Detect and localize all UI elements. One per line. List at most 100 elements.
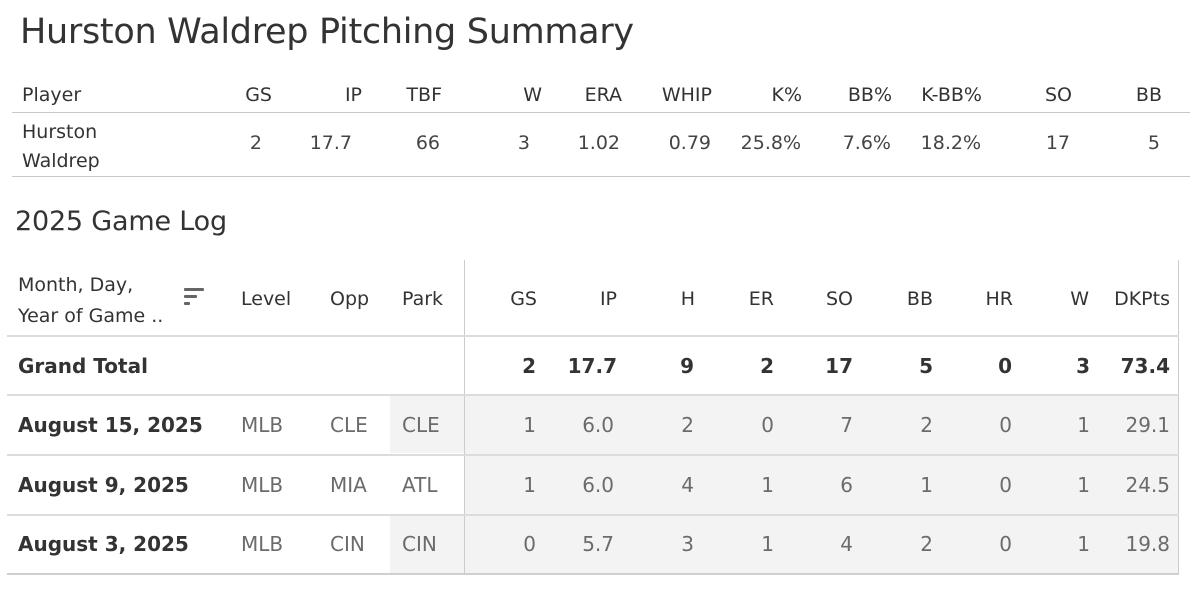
game-er: 1	[761, 473, 774, 497]
summary-so: 17	[1045, 132, 1070, 154]
total-bb: 5	[919, 354, 933, 378]
total-h: 9	[680, 354, 694, 378]
header-so[interactable]: SO	[1044, 84, 1072, 106]
header-date-line2: Year of Game ..	[18, 305, 164, 327]
player-first-name: Hurston	[22, 121, 98, 143]
right-border	[1178, 260, 1179, 575]
header-w[interactable]: W	[1070, 288, 1089, 310]
header-ip[interactable]: IP	[599, 288, 617, 310]
game-so: 4	[840, 532, 853, 556]
game-gs: 1	[523, 413, 536, 437]
header-dkpts[interactable]: DKPts	[1114, 288, 1170, 310]
header-hr[interactable]: HR	[985, 288, 1014, 310]
game-hr: 0	[999, 413, 1012, 437]
game-park: CLE	[402, 413, 440, 437]
game-level: MLB	[241, 473, 284, 497]
header-date-line1: Month, Day,	[18, 274, 134, 296]
summary-w: 3	[517, 132, 530, 154]
player-name-cell: Hurston Waldrep	[22, 118, 132, 176]
game-w: 1	[1077, 473, 1090, 497]
measures-shade	[465, 396, 1179, 573]
game-gs: 1	[523, 473, 536, 497]
game-date: August 9, 2025	[18, 473, 189, 497]
header-era[interactable]: ERA	[584, 84, 622, 106]
header-bb[interactable]: BB	[906, 288, 933, 310]
summary-bb: 5	[1147, 132, 1160, 154]
row-divider	[7, 454, 1179, 456]
header-so[interactable]: SO	[825, 288, 853, 310]
game-ip: 6.0	[582, 473, 614, 497]
header-gs[interactable]: GS	[510, 288, 537, 310]
table-bottom-border	[7, 573, 1179, 575]
game-date: August 15, 2025	[18, 413, 203, 437]
header-player[interactable]: Player	[22, 84, 82, 106]
game-opp: MIA	[330, 473, 367, 497]
game-dkpts: 29.1	[1125, 413, 1170, 437]
page-title: Hurston Waldrep Pitching Summary	[20, 12, 634, 52]
game-gs: 0	[523, 532, 536, 556]
summary-k-pct: 25.8%	[740, 132, 801, 154]
total-w: 3	[1076, 354, 1090, 378]
game-bb: 1	[920, 473, 933, 497]
summary-table: Player GS IP TBF W ERA WHIP K% BB% K-BB%…	[12, 78, 1190, 177]
header-level[interactable]: Level	[241, 288, 292, 310]
row-divider	[7, 514, 1179, 516]
park-cell-shade	[390, 515, 465, 573]
header-h[interactable]: H	[680, 288, 695, 310]
game-dkpts: 19.8	[1125, 532, 1170, 556]
summary-k-bb-pct: 18.2%	[920, 132, 981, 154]
total-gs: 2	[522, 354, 536, 378]
summary-bottom-border	[12, 176, 1190, 177]
row-divider	[7, 335, 1179, 337]
header-date[interactable]: Month, Day, Year of Game ..	[18, 270, 163, 332]
header-bb[interactable]: BB	[1135, 84, 1162, 106]
header-w[interactable]: W	[523, 84, 542, 106]
player-last-name: Waldrep	[22, 150, 100, 172]
game-date: August 3, 2025	[18, 532, 189, 556]
game-log-title: 2025 Game Log	[15, 206, 227, 237]
game-hr: 0	[999, 532, 1012, 556]
game-w: 1	[1077, 532, 1090, 556]
header-gs[interactable]: GS	[245, 84, 272, 106]
game-so: 6	[840, 473, 853, 497]
summary-whip: 0.79	[668, 132, 711, 154]
game-park: ATL	[402, 473, 438, 497]
header-divider	[12, 112, 1190, 113]
header-k-pct[interactable]: K%	[771, 84, 802, 106]
header-tbf[interactable]: TBF	[406, 84, 442, 106]
total-dkpts: 73.4	[1120, 354, 1170, 378]
total-so: 17	[825, 354, 853, 378]
game-er: 0	[761, 413, 774, 437]
summary-ip: 17.7	[309, 132, 352, 154]
header-ip[interactable]: IP	[344, 84, 362, 106]
total-hr: 0	[998, 354, 1012, 378]
row-divider	[7, 394, 1179, 396]
game-log-table: Month, Day, Year of Game .. Level Opp Pa…	[7, 260, 1179, 575]
game-h: 4	[681, 473, 694, 497]
summary-tbf: 66	[415, 132, 440, 154]
header-opp[interactable]: Opp	[330, 288, 370, 310]
column-divider	[464, 260, 465, 575]
game-park: CIN	[402, 532, 437, 556]
header-k-bb-pct[interactable]: K-BB%	[921, 84, 982, 106]
game-w: 1	[1077, 413, 1090, 437]
game-h: 3	[681, 532, 694, 556]
header-bb-pct[interactable]: BB%	[847, 84, 892, 106]
header-whip[interactable]: WHIP	[661, 84, 712, 106]
header-park[interactable]: Park	[402, 288, 444, 310]
game-level: MLB	[241, 532, 284, 556]
game-level: MLB	[241, 413, 284, 437]
game-er: 1	[761, 532, 774, 556]
header-er[interactable]: ER	[748, 288, 774, 310]
game-ip: 6.0	[582, 413, 614, 437]
game-opp: CIN	[330, 532, 365, 556]
summary-era: 1.02	[577, 132, 620, 154]
total-er: 2	[760, 354, 774, 378]
grand-total-label: Grand Total	[18, 354, 148, 378]
game-hr: 0	[999, 473, 1012, 497]
sort-descending-icon[interactable]	[184, 288, 206, 306]
game-bb: 2	[920, 413, 933, 437]
game-h: 2	[681, 413, 694, 437]
game-ip: 5.7	[582, 532, 614, 556]
game-bb: 2	[920, 532, 933, 556]
